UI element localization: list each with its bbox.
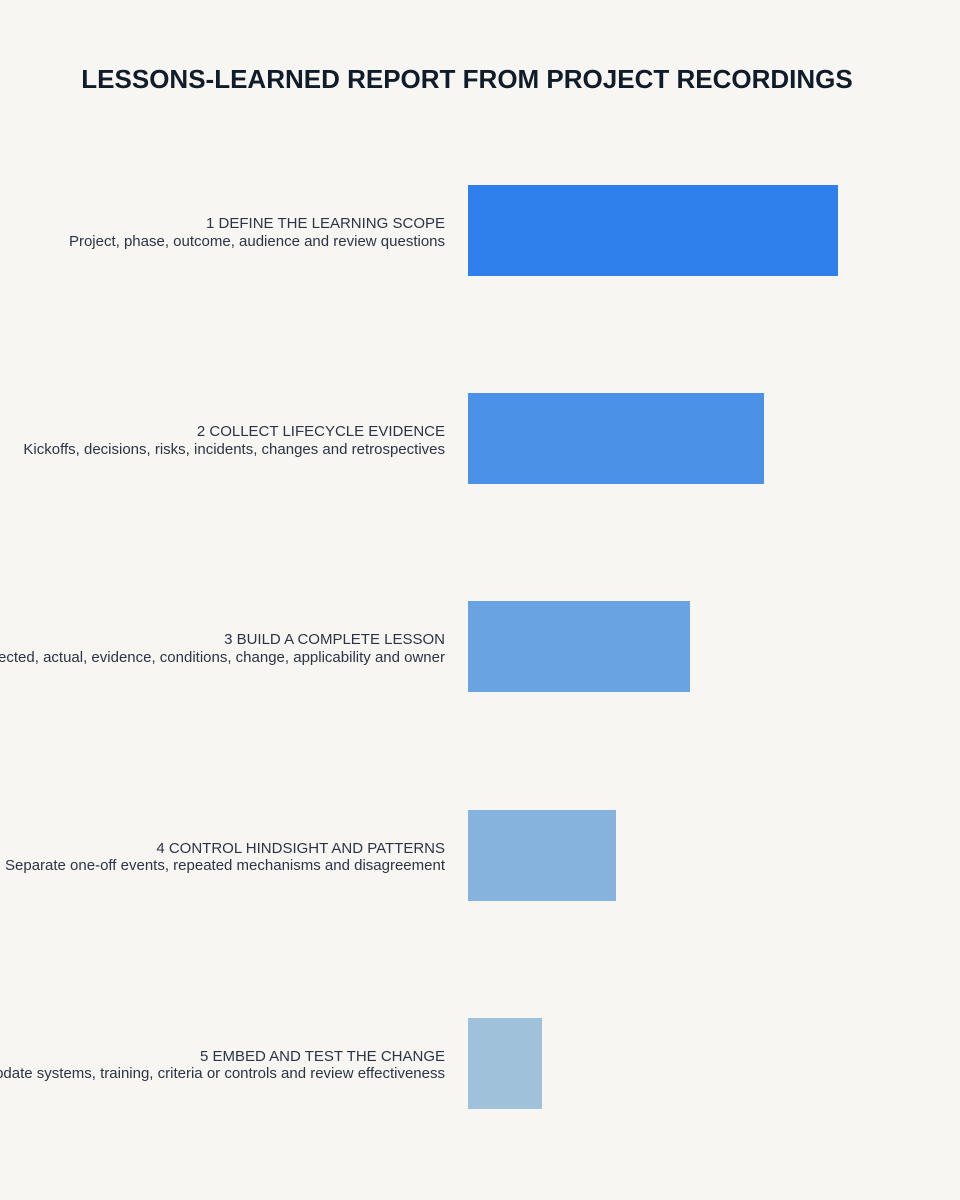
step-description: Kickoffs, decisions, risks, incidents, c… bbox=[23, 441, 445, 458]
step: 2 COLLECT LIFECYCLE EVIDENCE Kickoffs, d… bbox=[23, 393, 764, 484]
step: 4 CONTROL HINDSIGHT AND PATTERNS Separat… bbox=[5, 810, 616, 901]
step-description: Project, phase, outcome, audience and re… bbox=[69, 233, 445, 250]
step-label: 4 CONTROL HINDSIGHT AND PATTERNS bbox=[156, 840, 445, 857]
step: 3 BUILD A COMPLETE LESSON Expected, actu… bbox=[0, 601, 690, 692]
step: 5 EMBED AND TEST THE CHANGE Update syste… bbox=[0, 1018, 542, 1109]
title: LESSONS-LEARNED REPORT FROM PROJECT RECO… bbox=[81, 64, 852, 94]
step-label: 3 BUILD A COMPLETE LESSON bbox=[224, 631, 445, 648]
step: 1 DEFINE THE LEARNING SCOPE Project, pha… bbox=[69, 185, 838, 276]
step-description: Update systems, training, criteria or co… bbox=[0, 1065, 445, 1082]
step-bar bbox=[468, 810, 616, 901]
step-label: 5 EMBED AND TEST THE CHANGE bbox=[200, 1048, 445, 1065]
step-label: 2 COLLECT LIFECYCLE EVIDENCE bbox=[197, 423, 445, 440]
step-bar bbox=[468, 393, 764, 484]
step-bar bbox=[468, 601, 690, 692]
step-bar bbox=[468, 185, 838, 276]
step-description: Separate one-off events, repeated mechan… bbox=[5, 857, 446, 874]
step-label: 1 DEFINE THE LEARNING SCOPE bbox=[206, 215, 445, 232]
step-description: Expected, actual, evidence, conditions, … bbox=[0, 649, 445, 666]
step-bar bbox=[468, 1018, 542, 1109]
